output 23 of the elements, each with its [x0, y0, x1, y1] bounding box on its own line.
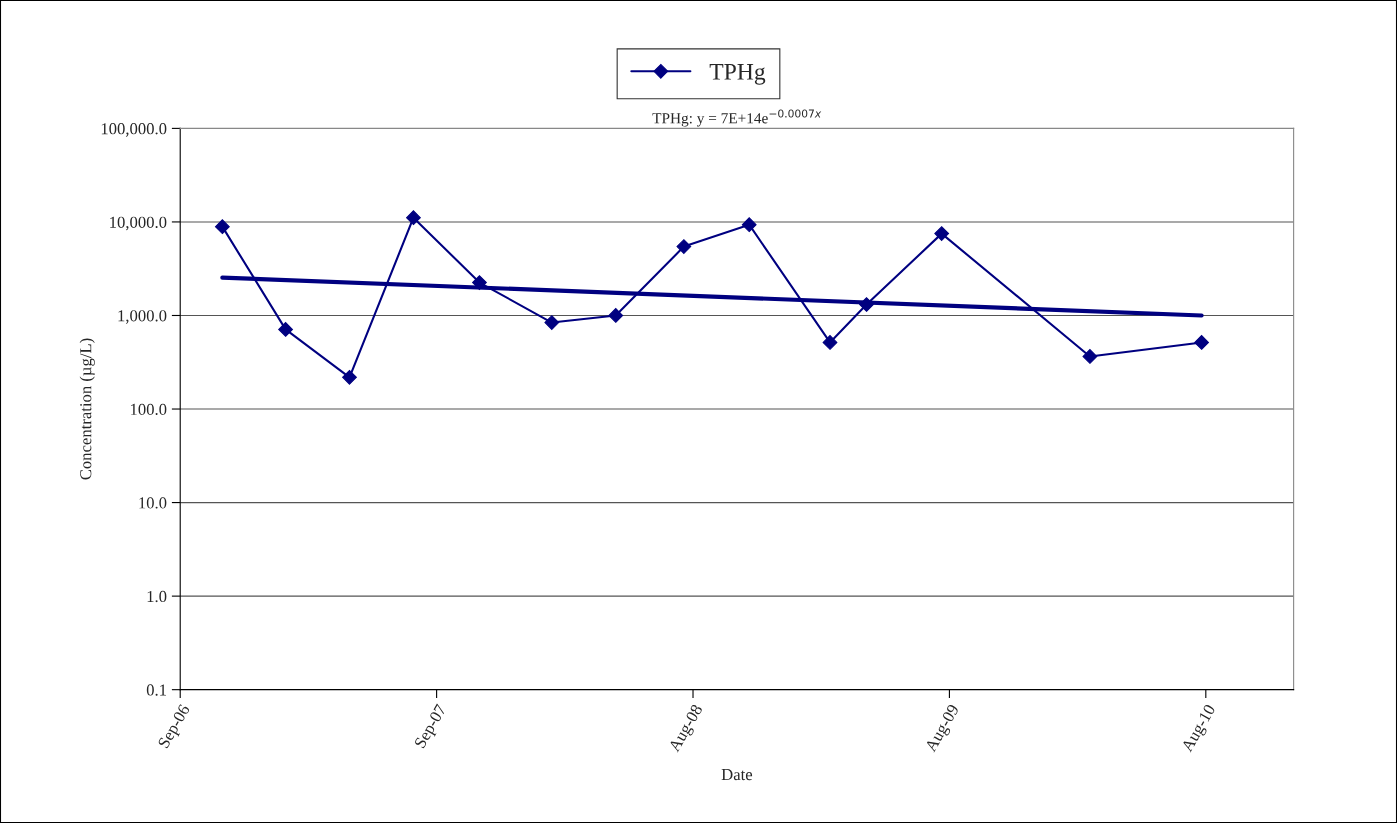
x-axis-title: Date	[721, 769, 753, 781]
point	[278, 322, 293, 337]
legend-label: TPHg	[709, 64, 766, 85]
y-tick-label: 100,000.0	[101, 123, 167, 137]
point	[342, 369, 357, 385]
point	[741, 217, 757, 233]
y-tick-label: 0.1	[146, 684, 167, 696]
point	[608, 308, 624, 323]
y-axis-title: Concentration (µg/L)	[79, 338, 95, 480]
point	[934, 226, 950, 242]
point	[1082, 349, 1098, 364]
y-tick-label: 100.0	[130, 403, 167, 416]
point	[214, 219, 230, 235]
y-tick-label: 1.0	[147, 590, 167, 603]
y-tick-label: 1,000.0	[118, 310, 167, 324]
text: TPHg: y = 7E+14e$^{−0.0007x}$	[652, 109, 822, 127]
point	[406, 210, 421, 226]
y-tick-label: 10.0	[139, 497, 167, 509]
point	[676, 239, 692, 254]
point	[822, 335, 838, 350]
point	[544, 315, 560, 330]
point	[1194, 335, 1209, 350]
y-tick-label: 10,000.0	[110, 216, 167, 231]
